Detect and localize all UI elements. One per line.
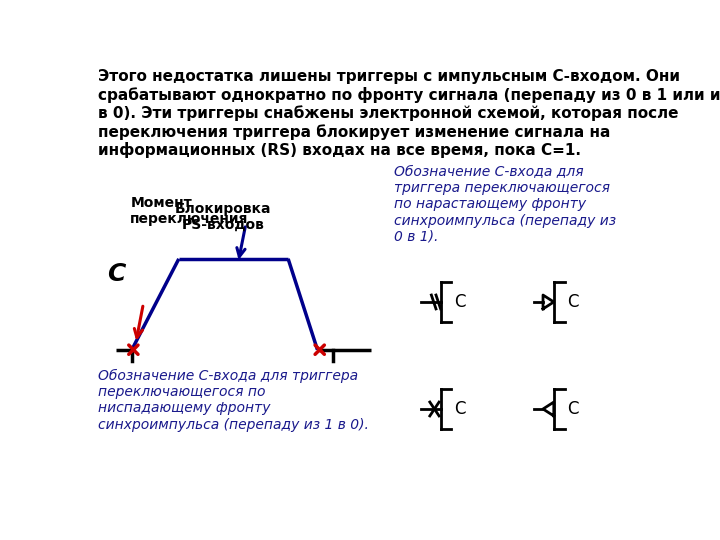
Text: Этого недостатка лишены триггеры с импульсным С-входом. Они
срабатывают однократ: Этого недостатка лишены триггеры с импул… (98, 70, 720, 158)
Text: Обозначение С-входа для триггера
переключающегося по
ниспадающему фронту
синхрои: Обозначение С-входа для триггера переклю… (98, 369, 369, 431)
Text: Обозначение С-входа для
триггера переключающегося
по нарастающему фронту
синхрои: Обозначение С-входа для триггера переклю… (394, 165, 616, 244)
Text: Блокировка
РS-входов: Блокировка РS-входов (174, 202, 271, 232)
Text: C: C (107, 262, 125, 286)
Text: Момент
переключения: Момент переключения (130, 195, 248, 226)
Text: C: C (567, 293, 578, 311)
Text: C: C (454, 400, 465, 418)
Text: C: C (454, 293, 465, 311)
Text: C: C (567, 400, 578, 418)
